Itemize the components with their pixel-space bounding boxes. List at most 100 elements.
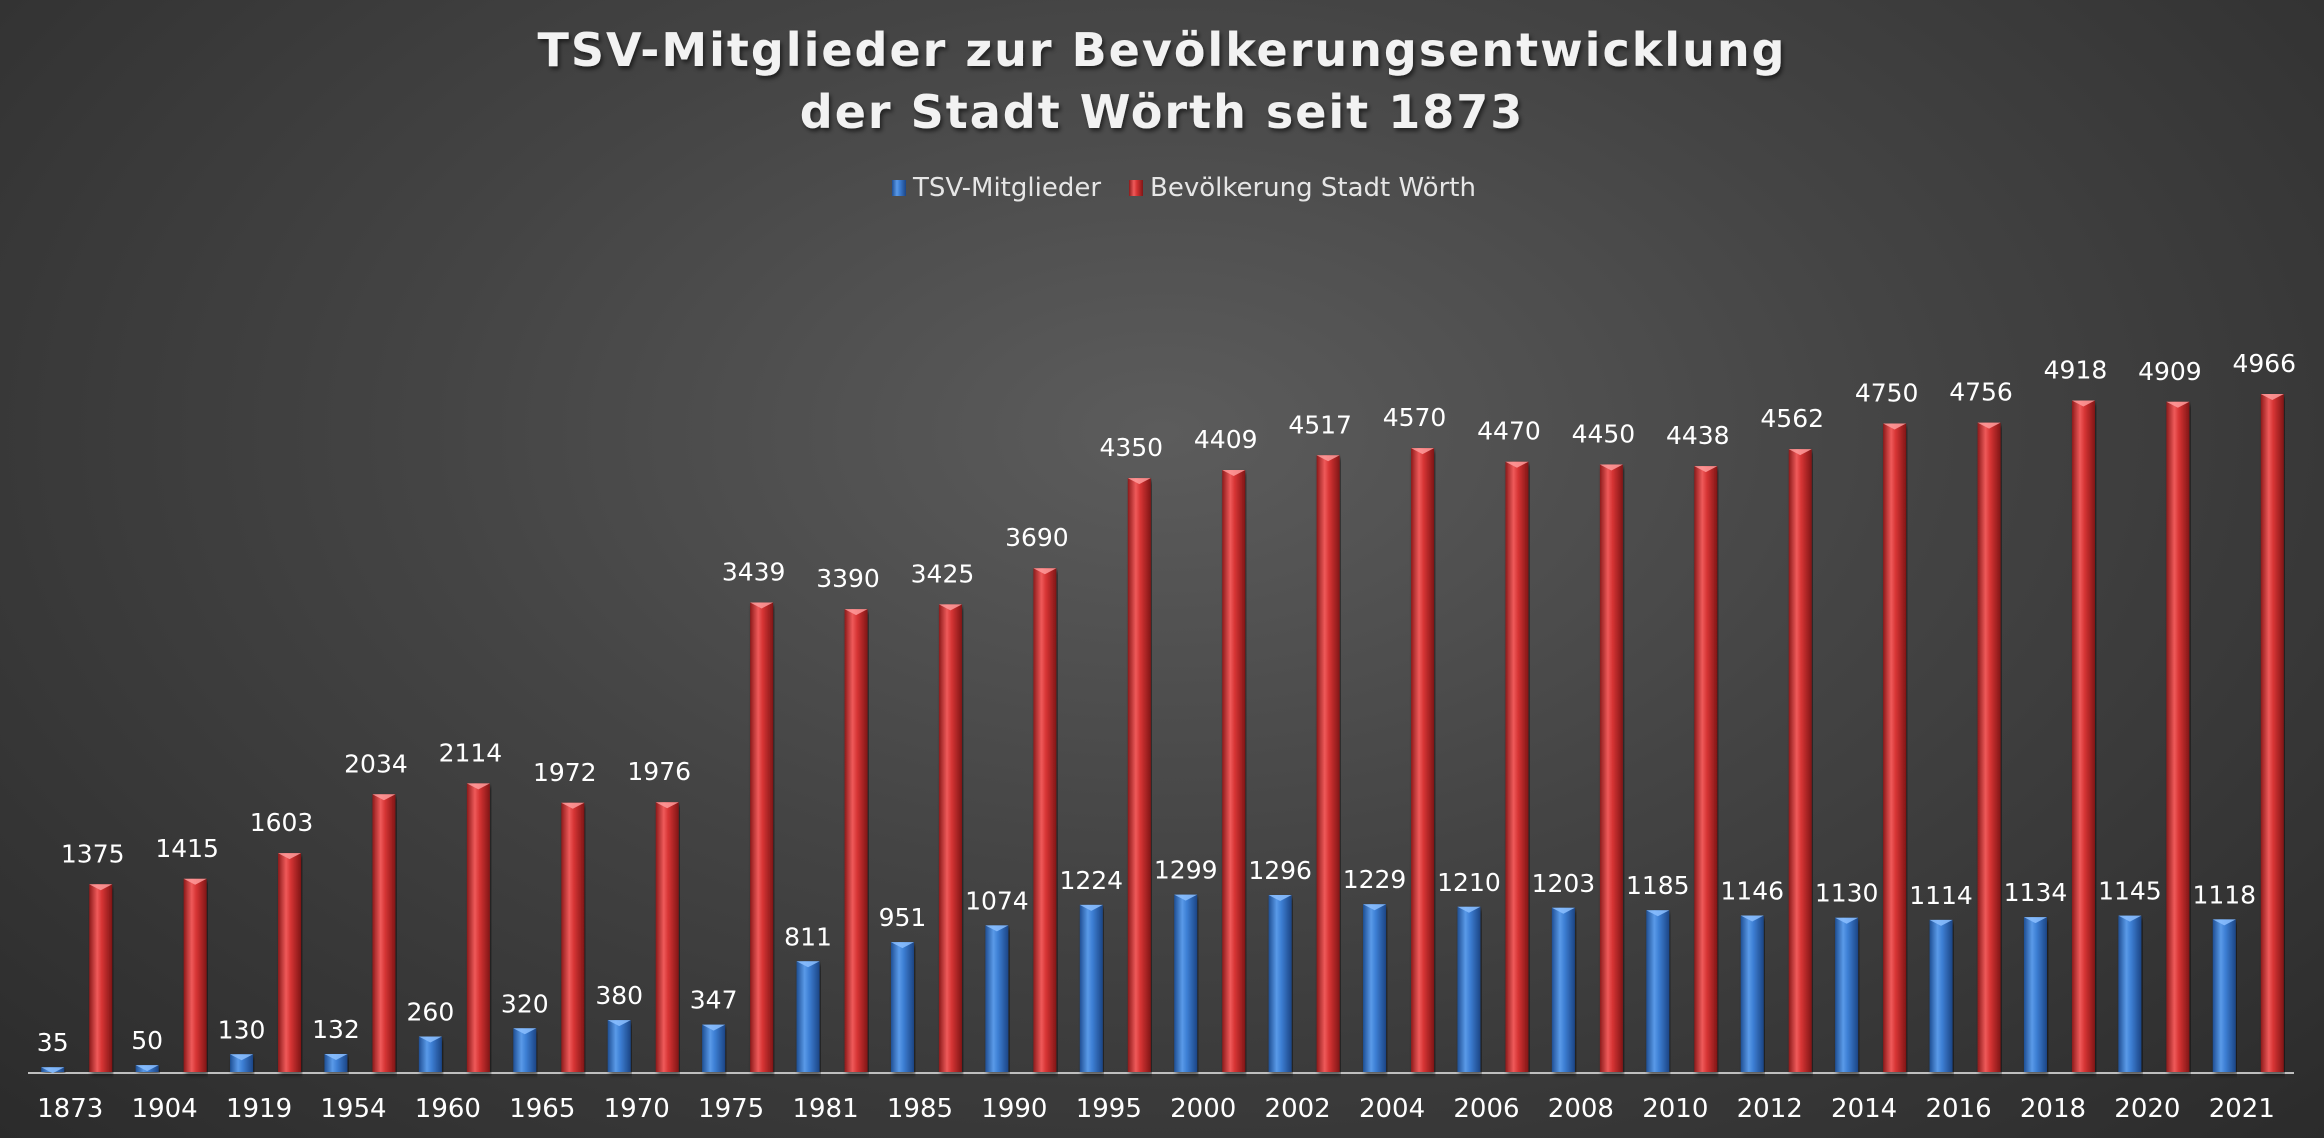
bar-cap-population-2021 <box>2260 394 2284 400</box>
value-label-population-1965: 1972 <box>533 758 597 787</box>
value-label-population-1960: 2114 <box>439 738 503 767</box>
value-label-population-2018: 4918 <box>2044 356 2108 385</box>
bars-group <box>41 394 2284 1074</box>
bar-cap-tsv-2004 <box>1363 904 1387 911</box>
legend-label-tsv: TSV-Mitglieder <box>912 173 1101 203</box>
bar-population-1995 <box>1127 478 1151 1072</box>
bar-cap-tsv-1954 <box>324 1053 348 1060</box>
value-label-tsv-2014: 1130 <box>1815 879 1879 908</box>
bar-tsv-2021 <box>2212 919 2236 1072</box>
x-tick-label-2014: 2014 <box>1831 1094 1897 1124</box>
x-tick-label-2002: 2002 <box>1265 1094 1331 1124</box>
legend: TSV-Mitglieder Bevölkerung Stadt Wörth <box>892 173 1476 203</box>
bar-tsv-2000 <box>1174 894 1198 1072</box>
bar-population-1975 <box>750 602 774 1072</box>
x-tick-label-2018: 2018 <box>2020 1094 2086 1124</box>
bar-cap-population-1995 <box>1127 478 1151 485</box>
value-label-tsv-2016: 1114 <box>1909 881 1973 910</box>
bar-population-1873 <box>89 884 113 1072</box>
bar-cap-tsv-2018 <box>2023 917 2047 924</box>
bar-tsv-2002 <box>1268 895 1292 1072</box>
value-label-population-2010: 4438 <box>1666 421 1730 450</box>
bar-population-1970 <box>655 802 679 1072</box>
bar-cap-tsv-2008 <box>1551 907 1575 914</box>
x-tick-label-1970: 1970 <box>604 1094 670 1124</box>
bar-cap-population-1965 <box>561 802 585 809</box>
value-label-tsv-1965: 320 <box>501 989 549 1018</box>
x-tick-label-2021: 2021 <box>2209 1094 2275 1124</box>
value-label-population-2006: 4470 <box>1477 417 1541 446</box>
value-label-tsv-2002: 1296 <box>1248 856 1312 885</box>
bar-cap-tsv-2006 <box>1457 906 1481 913</box>
value-label-tsv-1954: 132 <box>312 1015 360 1044</box>
x-tick-label-2004: 2004 <box>1359 1094 1425 1124</box>
bar-tsv-2018 <box>2023 917 2047 1072</box>
value-label-tsv-1985: 951 <box>879 903 927 932</box>
bar-tsv-2012 <box>1740 915 1764 1072</box>
x-tick-label-2000: 2000 <box>1170 1094 1236 1124</box>
bar-cap-tsv-1960 <box>418 1036 442 1043</box>
bar-tsv-1970 <box>607 1020 631 1072</box>
value-label-population-2021: 4966 <box>2232 349 2296 378</box>
bar-tsv-1919 <box>230 1054 254 1072</box>
bar-cap-population-1904 <box>183 878 207 885</box>
chart-title-line-2: der Stadt Wörth seit 1873 <box>800 85 1524 139</box>
bar-population-2004 <box>1411 448 1435 1072</box>
bar-cap-population-1975 <box>750 602 774 609</box>
bar-cap-tsv-2010 <box>1646 910 1670 917</box>
bar-cap-population-1954 <box>372 794 396 801</box>
value-label-population-1919: 1603 <box>250 808 314 837</box>
x-tick-label-2010: 2010 <box>1642 1094 1708 1124</box>
value-label-population-2016: 4756 <box>1949 378 2013 407</box>
bar-cap-tsv-1981 <box>796 961 820 968</box>
value-label-tsv-2008: 1203 <box>1532 869 1596 898</box>
bar-cap-population-1873 <box>89 884 113 891</box>
bar-cap-population-1919 <box>278 853 302 860</box>
x-tick-label-2006: 2006 <box>1453 1094 1519 1124</box>
bar-tsv-1995 <box>1079 904 1103 1072</box>
bar-cap-tsv-1873 <box>41 1067 65 1074</box>
value-label-tsv-1975: 347 <box>690 986 738 1015</box>
bar-cap-population-2002 <box>1316 455 1340 462</box>
x-tick-label-1995: 1995 <box>1076 1094 1142 1124</box>
bar-population-2016 <box>1977 422 2001 1072</box>
value-label-population-1970: 1976 <box>627 757 691 786</box>
legend-swatch-tsv <box>892 180 906 196</box>
chart-title-line-1: TSV-Mitglieder zur Bevölkerungsentwicklu… <box>537 23 1786 77</box>
value-label-population-1985: 3425 <box>911 559 975 588</box>
legend-label-population: Bevölkerung Stadt Wörth <box>1150 173 1476 203</box>
legend-swatch-population <box>1129 180 1143 196</box>
bar-population-1965 <box>561 802 585 1072</box>
bar-cap-tsv-1990 <box>985 925 1009 932</box>
x-tick-label-2008: 2008 <box>1548 1094 1614 1124</box>
value-label-population-2004: 4570 <box>1383 403 1447 432</box>
bar-cap-population-2008 <box>1599 464 1623 471</box>
value-label-tsv-2000: 1299 <box>1154 856 1218 885</box>
value-label-tsv-1970: 380 <box>595 981 643 1010</box>
value-label-population-2008: 4450 <box>1572 419 1636 448</box>
x-tick-label-1965: 1965 <box>509 1094 575 1124</box>
x-tick-label-1904: 1904 <box>132 1094 198 1124</box>
bar-tsv-2020 <box>2118 915 2142 1072</box>
bar-tsv-2010 <box>1646 910 1670 1072</box>
bar-tsv-2008 <box>1551 907 1575 1072</box>
value-label-population-1904: 1415 <box>155 834 219 863</box>
bar-cap-population-2006 <box>1505 461 1529 468</box>
x-tick-labels-group: 1873 1904 1919 1954 1960 1965 1970 1975 1981 1985… <box>37 1094 2275 1124</box>
bar-cap-tsv-1985 <box>890 942 914 949</box>
bar-population-2010 <box>1694 466 1718 1072</box>
bar-population-1954 <box>372 794 396 1072</box>
bar-population-1960 <box>466 783 490 1072</box>
bar-tsv-2016 <box>1929 919 1953 1072</box>
value-label-tsv-1960: 260 <box>407 998 455 1027</box>
bar-cap-tsv-1975 <box>702 1024 726 1031</box>
bar-cap-population-2016 <box>1977 422 2001 429</box>
bar-cap-population-2004 <box>1411 448 1435 455</box>
bar-population-2021 <box>2260 394 2284 1072</box>
bar-tsv-1985 <box>890 942 914 1072</box>
bar-cap-tsv-2012 <box>1740 915 1764 922</box>
bar-cap-tsv-1919 <box>230 1054 254 1061</box>
value-label-tsv-2010: 1185 <box>1626 871 1690 900</box>
bar-population-2012 <box>1788 449 1812 1072</box>
x-tick-label-1873: 1873 <box>37 1094 103 1124</box>
